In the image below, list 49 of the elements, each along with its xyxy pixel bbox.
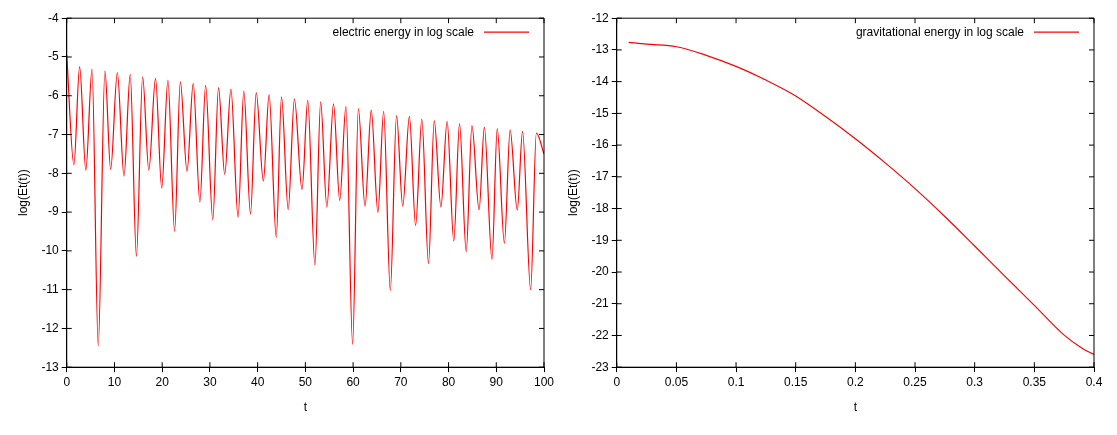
y-tick-label: -18 xyxy=(591,200,610,215)
x-tick-label: 60 xyxy=(346,374,361,389)
y-tick-label: -11 xyxy=(42,281,60,296)
x-tick-label: 80 xyxy=(441,374,456,389)
x-tick-label: 30 xyxy=(203,374,217,389)
x-tick-label: 0.3 xyxy=(966,374,984,389)
y-tick-label: -14 xyxy=(591,73,610,88)
y-tick-label: -8 xyxy=(48,165,60,180)
y-tick-label: -15 xyxy=(591,105,610,120)
y-tick-label: -12 xyxy=(591,10,610,25)
x-axis-title: t xyxy=(303,400,308,415)
y-tick-label: -9 xyxy=(48,204,60,219)
y-tick-label: -13 xyxy=(41,359,60,374)
x-tick-label: 70 xyxy=(394,374,408,389)
y-tick-label: -10 xyxy=(41,243,60,258)
legend-label: gravitational energy in log scale xyxy=(855,24,1025,39)
y-tick-label: -4 xyxy=(48,10,60,25)
line-series xyxy=(628,41,1094,356)
x-tick-label: 100 xyxy=(533,374,555,389)
y-tick-label: -21 xyxy=(591,296,610,311)
x-tick-label: 0 xyxy=(613,374,621,389)
y-tick-label: -7 xyxy=(48,126,60,141)
x-tick-label: 0.05 xyxy=(664,374,689,389)
x-tick-label: 0.2 xyxy=(847,374,865,389)
x-tick-label: 0.35 xyxy=(1022,374,1047,389)
x-tick-label: 0.25 xyxy=(903,374,928,389)
y-tick-label: -22 xyxy=(591,327,610,342)
y-axis-title: log(Et(t)) xyxy=(15,169,30,217)
x-tick-label: 40 xyxy=(250,374,265,389)
x-tick-label: 0.1 xyxy=(727,374,745,389)
x-tick-label: 90 xyxy=(489,374,504,389)
x-tick-label: 0.15 xyxy=(784,374,808,389)
x-tick-label: 10 xyxy=(107,374,122,389)
y-axis-title: log(Et(t)) xyxy=(565,169,580,217)
x-tick-label: 0.4 xyxy=(1085,374,1103,389)
y-tick-label: -6 xyxy=(48,88,60,103)
y-tick-label: -17 xyxy=(591,169,610,184)
y-tick-label: -20 xyxy=(591,264,610,279)
y-tick-label: -12 xyxy=(41,320,60,335)
y-tick-label: -19 xyxy=(591,232,610,247)
x-tick-label: 0 xyxy=(63,374,71,389)
y-tick-label: -13 xyxy=(591,42,610,57)
y-tick-label: -23 xyxy=(591,359,610,374)
x-axis-title: t xyxy=(853,400,858,415)
x-tick-label: 20 xyxy=(155,374,170,389)
x-tick-label: 50 xyxy=(298,374,313,389)
legend-label: electric energy in log scale xyxy=(332,24,475,39)
y-tick-label: -5 xyxy=(48,49,60,64)
y-tick-label: -16 xyxy=(591,137,610,152)
